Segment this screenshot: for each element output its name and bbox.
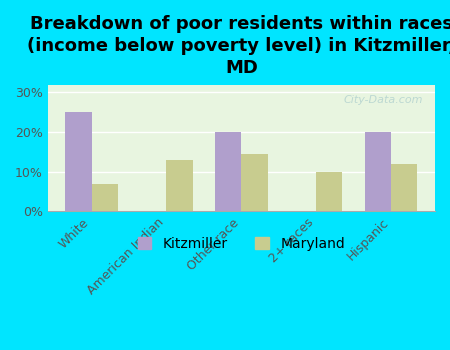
- Bar: [316, 172, 342, 211]
- Text: City-Data.com: City-Data.com: [344, 94, 423, 105]
- Bar: [91, 183, 118, 211]
- Bar: [215, 132, 241, 211]
- Legend: Kitzmiller, Maryland: Kitzmiller, Maryland: [130, 230, 352, 258]
- Bar: [241, 154, 268, 211]
- Bar: [65, 112, 91, 211]
- Title: Breakdown of poor residents within races
(income below poverty level) in Kitzmil: Breakdown of poor residents within races…: [27, 15, 450, 77]
- Bar: [166, 160, 193, 211]
- Bar: [391, 164, 418, 211]
- Bar: [365, 132, 391, 211]
